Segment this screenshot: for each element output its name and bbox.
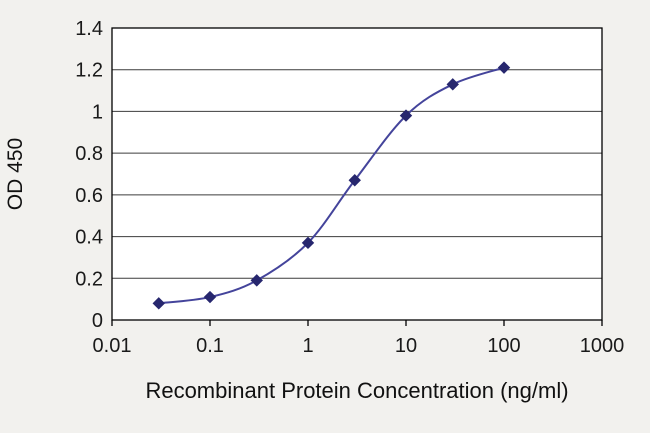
- y-tick-label: 1: [92, 101, 103, 123]
- series-line: [158, 66, 505, 305]
- plot-border: [111, 27, 603, 321]
- plot-background: [112, 28, 602, 320]
- data-point-marker: [399, 109, 413, 122]
- x-tick-label: 1: [302, 335, 313, 357]
- data-point-marker: [203, 290, 217, 304]
- y-tick-label: 1.2: [75, 60, 103, 82]
- x-tick-label: 0.1: [196, 335, 224, 357]
- x-axis-title: Recombinant Protein Concentration (ng/ml…: [145, 378, 568, 403]
- plot-area: 0 0.2 0.4 0.6 0.8 1 1.2 1.4 0.01 0.1 1 10 100 1000: [75, 18, 624, 357]
- data-point-marker: [348, 174, 361, 187]
- data-point-marker: [446, 78, 459, 91]
- data-point-marker: [497, 61, 511, 74]
- x-tick-label: 10: [395, 335, 417, 357]
- x-tick-label: 0.01: [93, 335, 132, 357]
- data-point-marker: [301, 236, 315, 250]
- data-point-marker: [250, 274, 263, 287]
- data-point-marker: [152, 297, 165, 310]
- y-tick-label: 0.6: [75, 185, 103, 207]
- y-tick-label: 1.4: [75, 18, 103, 40]
- y-tick-label: 0.8: [75, 143, 103, 165]
- x-tick-label: 100: [487, 335, 520, 357]
- y-tick-label: 0: [92, 310, 103, 332]
- y-tick-label: 0.4: [75, 227, 103, 249]
- x-tick-label: 1000: [580, 335, 625, 357]
- y-tick-label: 0.2: [75, 268, 103, 290]
- y-axis-title: OD 450: [4, 138, 27, 210]
